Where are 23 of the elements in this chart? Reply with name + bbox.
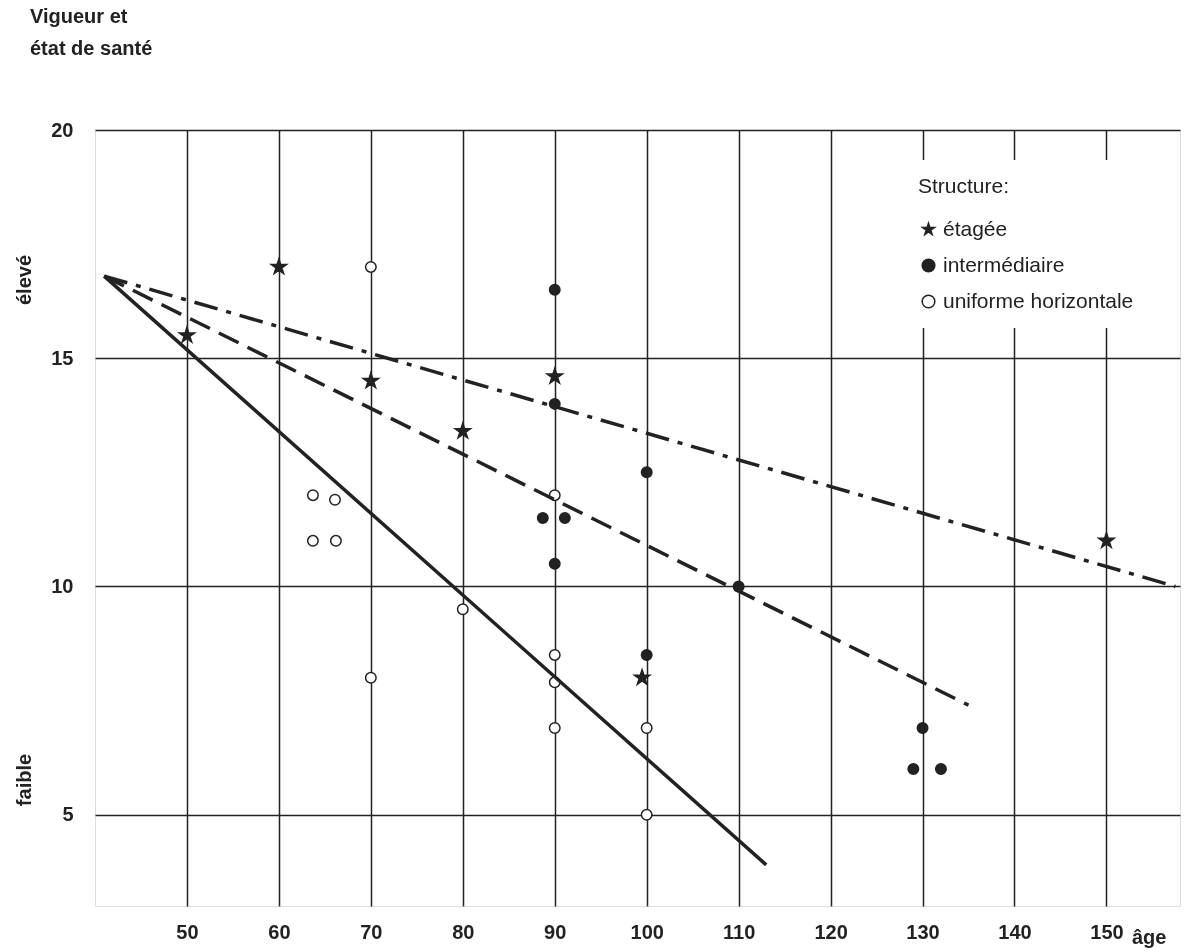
text: faible (13, 753, 35, 807)
x-tick-label: 50 (176, 920, 199, 943)
legend-label: étagée (943, 216, 1008, 240)
x-tick-label: 60 (268, 920, 291, 943)
x-tick-label: 150 (1090, 920, 1124, 943)
x-tick-label: 80 (452, 920, 475, 943)
y-tick-label: 5 (62, 803, 74, 826)
y-tick-label: 15 (51, 346, 74, 369)
x-tick-label: 130 (906, 920, 940, 943)
x-tick-label: 90 (544, 920, 567, 943)
legend-label: intermédiaire (943, 252, 1065, 276)
y-axis-title: Vigueur et état de santé (30, 5, 153, 59)
x-tick-label: 110 (723, 920, 756, 943)
x-tick-label: 120 (814, 920, 848, 943)
x-axis-title: âge (1132, 926, 1167, 948)
text: élevé (13, 254, 35, 306)
x-tick-label: 140 (998, 920, 1032, 943)
legend-label: uniforme horizontale (943, 288, 1134, 312)
y-tick-label: 10 (51, 574, 74, 597)
y-tick-label: 20 (51, 118, 74, 141)
legend-title: Structure: (918, 174, 1010, 197)
x-tick-label: 100 (630, 920, 664, 943)
x-tick-label: 70 (360, 920, 383, 943)
